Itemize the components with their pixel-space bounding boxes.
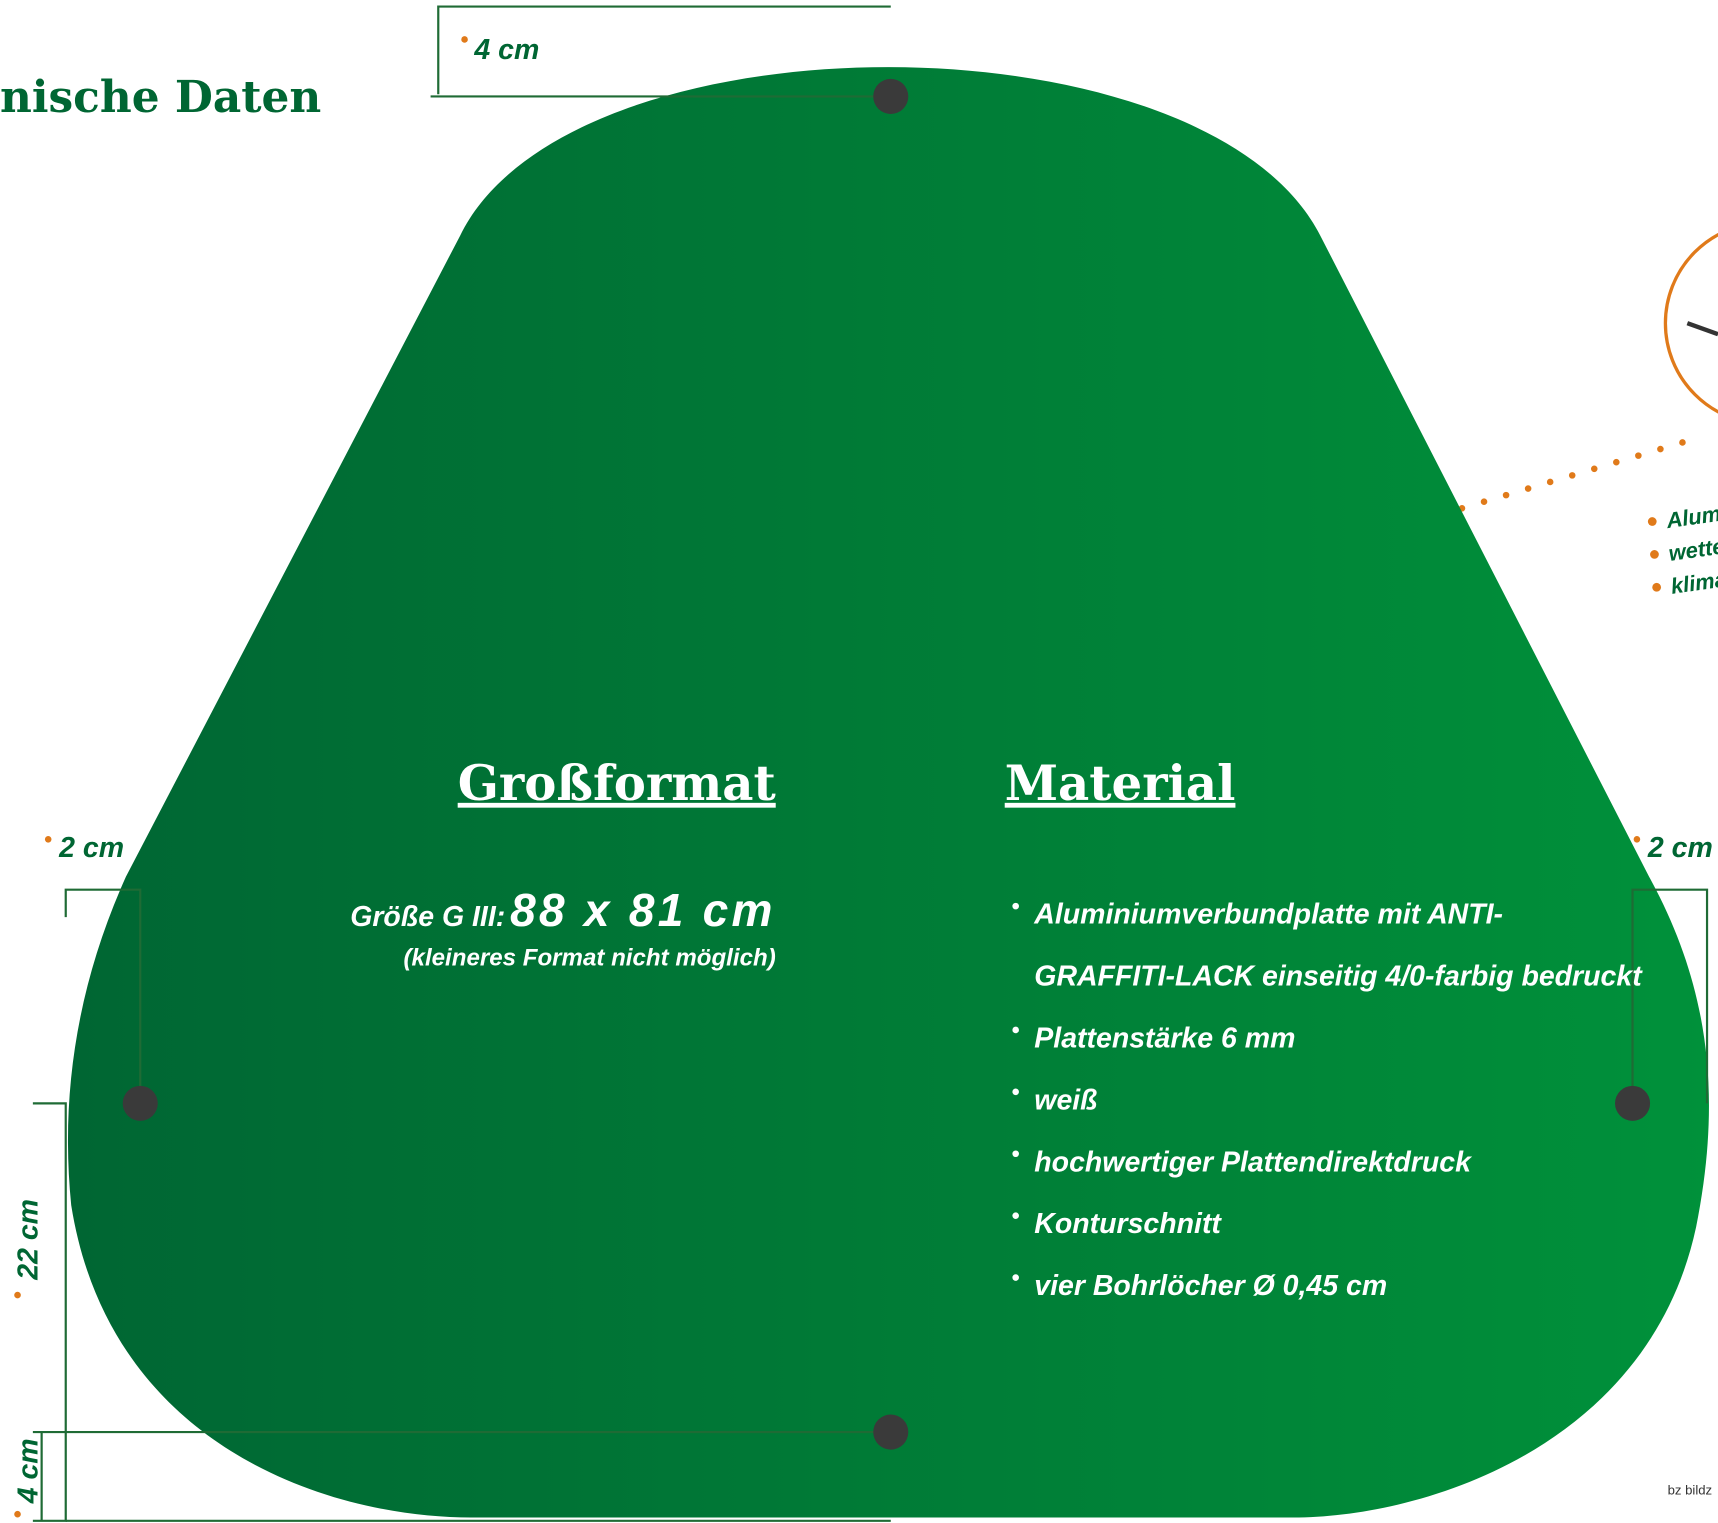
dim-height: 22 cm xyxy=(12,1199,44,1281)
dim-top: 4 cm xyxy=(473,34,539,66)
bullet xyxy=(1012,1212,1019,1219)
callout-item: wette xyxy=(1667,533,1718,566)
page: nische Daten 4 cm 2 cm 2 cm 22 cm 4 cm G… xyxy=(0,0,1718,1523)
dim-left: 2 cm xyxy=(58,832,124,864)
material-item: GRAFFITI-LACK einseitig 4/0-farbig bedru… xyxy=(1034,961,1643,993)
bullet xyxy=(1650,550,1659,559)
size-value: 88 x 81 cm xyxy=(510,884,776,936)
material-item: Plattenstärke 6 mm xyxy=(1034,1022,1295,1054)
material-item: hochwertiger Plattendirektdruck xyxy=(1034,1146,1473,1178)
size-label: Größe G III: xyxy=(350,901,505,933)
material-item: vier Bohrlöcher Ø 0,45 cm xyxy=(1034,1270,1387,1302)
bullet xyxy=(1012,1274,1019,1281)
format-title: Großformat xyxy=(458,756,777,812)
material-title: Material xyxy=(1005,756,1236,812)
material-item: Konturschnitt xyxy=(1034,1208,1222,1240)
callout-item: Alum xyxy=(1664,501,1718,534)
bullet xyxy=(1012,1089,1019,1096)
bullet xyxy=(1012,1027,1019,1034)
detail-line xyxy=(1687,323,1718,334)
format-note: (kleineres Format nicht möglich) xyxy=(404,944,776,971)
bullet xyxy=(1652,583,1661,592)
dim-bottom: 4 cm xyxy=(12,1438,44,1504)
footer-text: bz bildz xyxy=(1668,1482,1713,1497)
plate-shape xyxy=(68,67,1709,1517)
bullet xyxy=(1012,1150,1019,1157)
page-title: nische Daten xyxy=(0,72,321,123)
bullet xyxy=(1012,903,1019,910)
bullet xyxy=(1648,517,1657,526)
material-item: weiß xyxy=(1034,1084,1097,1116)
callout-item: klima xyxy=(1669,566,1718,599)
material-item: Aluminiumverbundplatte mit ANTI- xyxy=(1033,899,1503,931)
dim-right: 2 cm xyxy=(1647,832,1713,864)
